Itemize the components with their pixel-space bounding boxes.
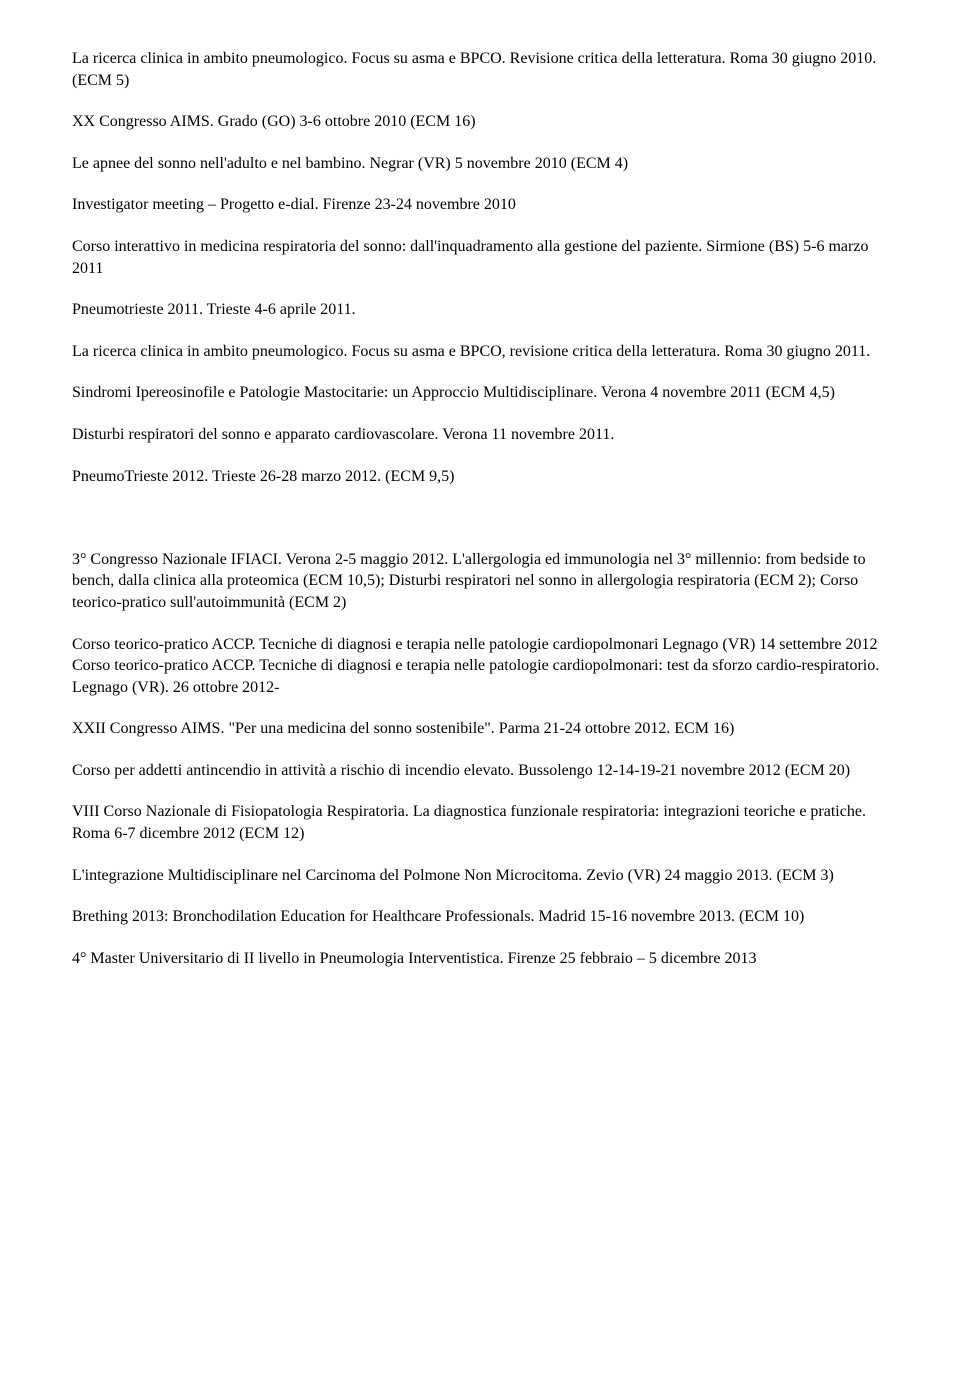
paragraph: PneumoTrieste 2012. Trieste 26-28 marzo …	[72, 466, 888, 488]
paragraph: La ricerca clinica in ambito pneumologic…	[72, 341, 888, 363]
paragraph: Brething 2013: Bronchodilation Education…	[72, 906, 888, 928]
paragraph: Le apnee del sonno nell'adulto e nel bam…	[72, 153, 888, 175]
paragraph: 3° Congresso Nazionale IFIACI. Verona 2-…	[72, 549, 888, 614]
paragraph: Sindromi Ipereosinofile e Patologie Mast…	[72, 382, 888, 404]
document-page: La ricerca clinica in ambito pneumologic…	[0, 0, 960, 1029]
paragraph: Disturbi respiratori del sonno e apparat…	[72, 424, 888, 446]
paragraph: La ricerca clinica in ambito pneumologic…	[72, 48, 888, 91]
paragraph: L'integrazione Multidisciplinare nel Car…	[72, 865, 888, 887]
paragraph: VIII Corso Nazionale di Fisiopatologia R…	[72, 801, 888, 844]
paragraph: XXII Congresso AIMS. "Per una medicina d…	[72, 718, 888, 740]
paragraph: Corso interattivo in medicina respirator…	[72, 236, 888, 279]
paragraph: 4° Master Universitario di II livello in…	[72, 948, 888, 970]
paragraph: Corso teorico-pratico ACCP. Tecniche di …	[72, 634, 888, 699]
paragraph: Investigator meeting – Progetto e-dial. …	[72, 194, 888, 216]
paragraph: Corso per addetti antincendio in attivit…	[72, 760, 888, 782]
paragraph: XX Congresso AIMS. Grado (GO) 3-6 ottobr…	[72, 111, 888, 133]
paragraph: Pneumotrieste 2011. Trieste 4-6 aprile 2…	[72, 299, 888, 321]
blank-paragraph	[72, 507, 888, 529]
